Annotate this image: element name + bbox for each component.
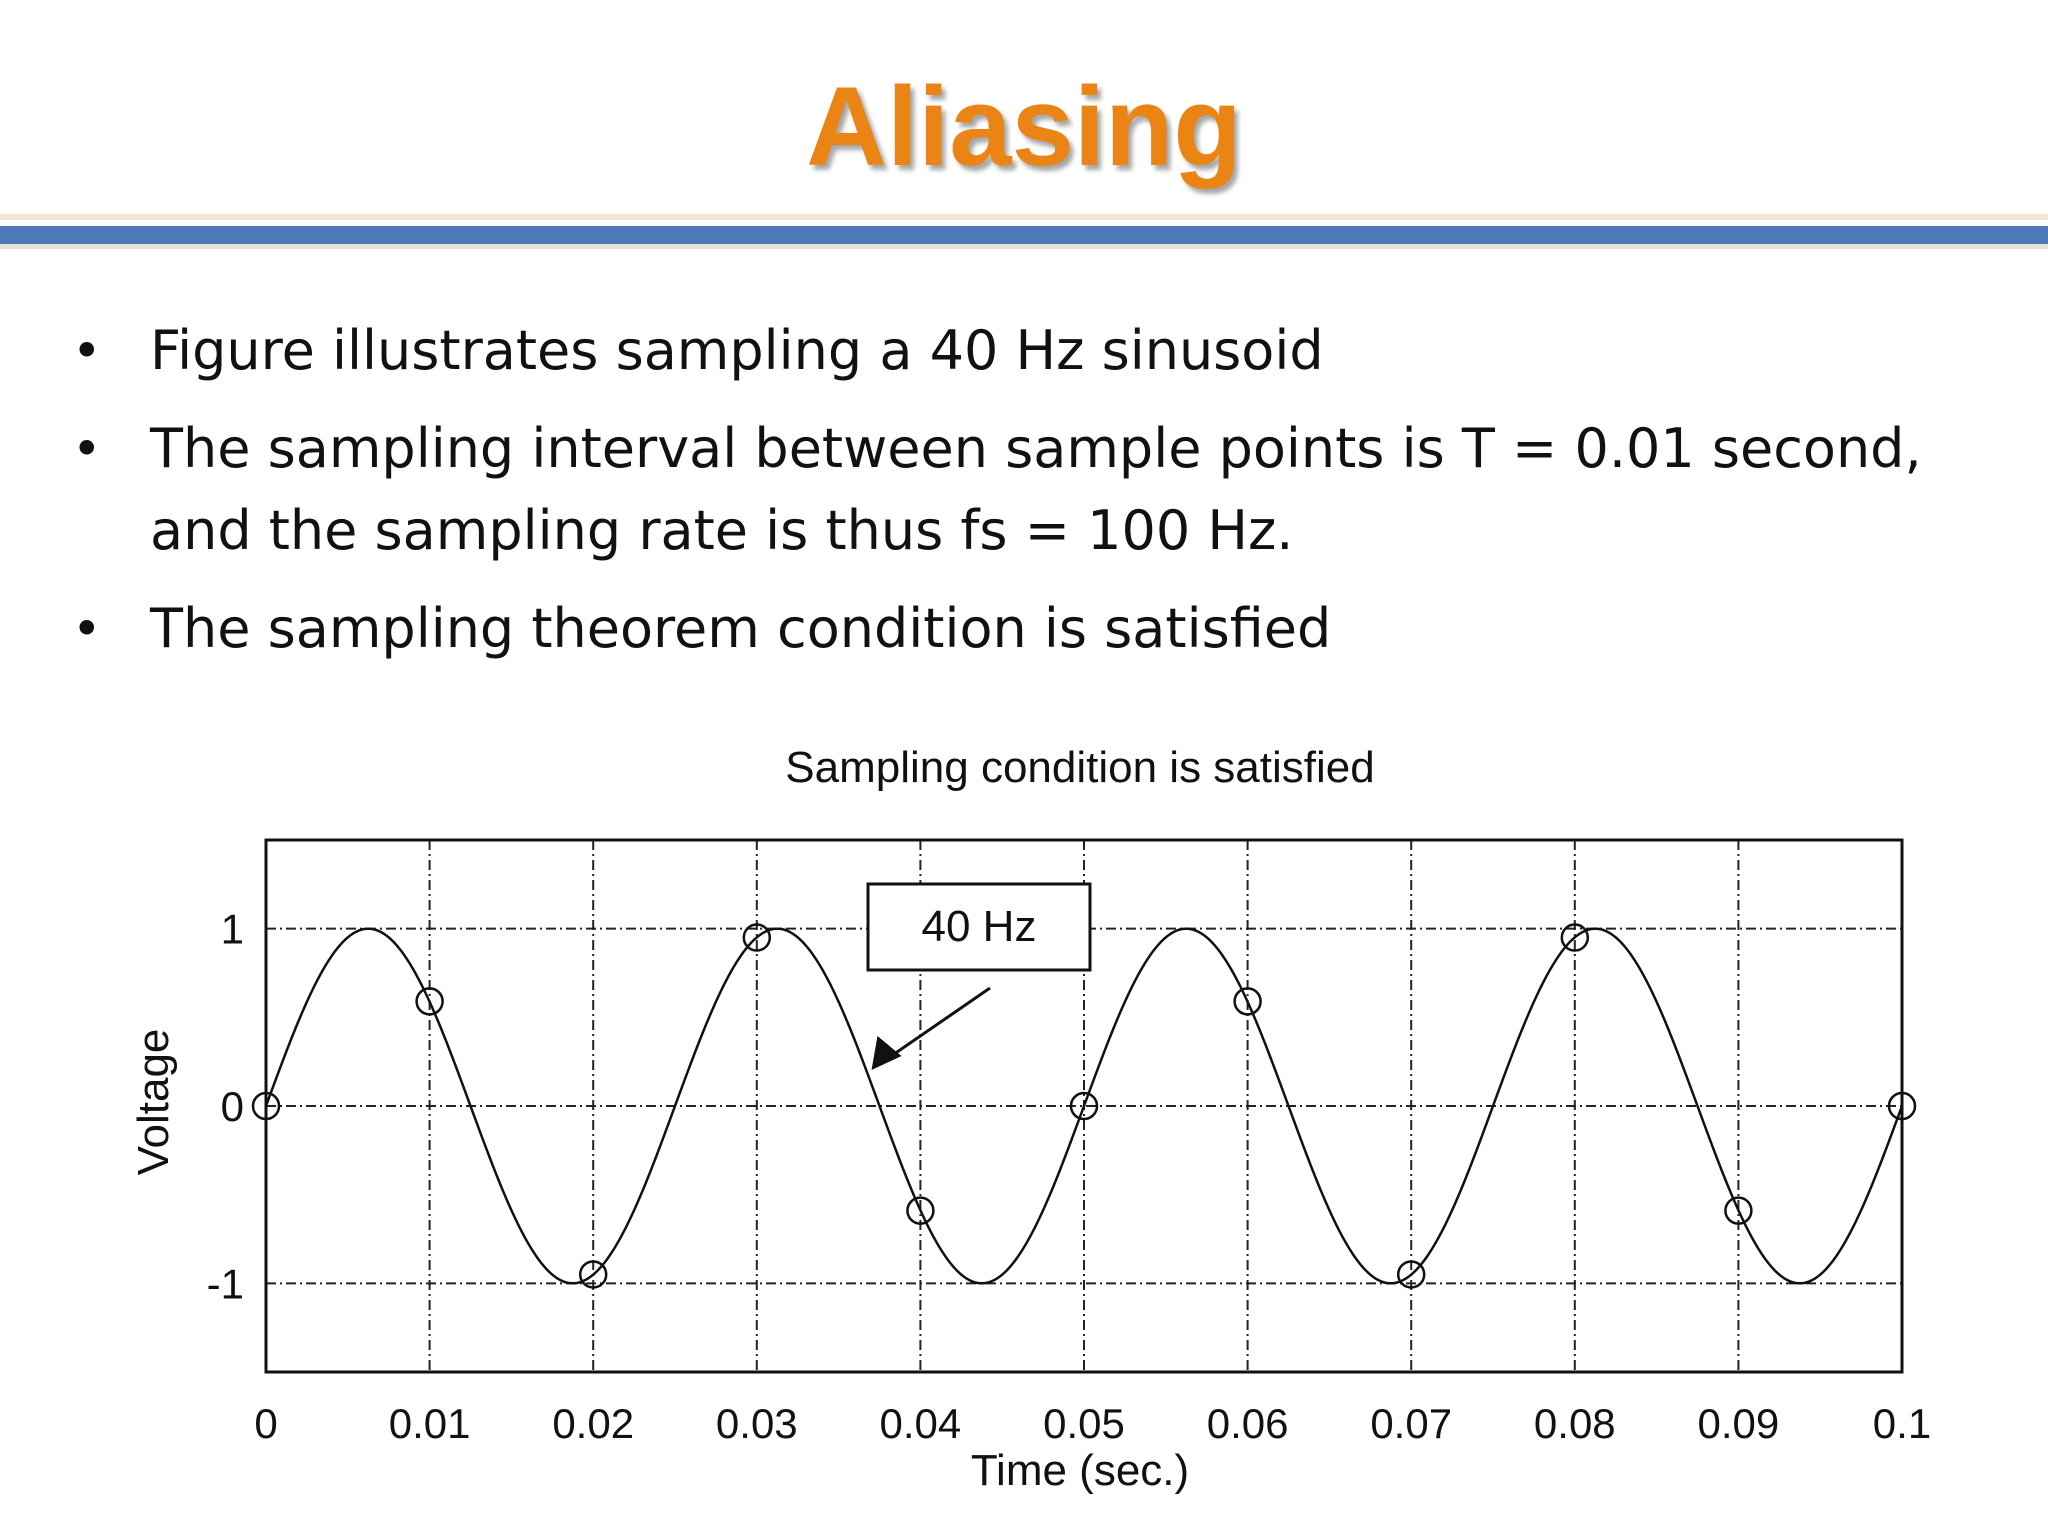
bullet-item: • The sampling interval between sample p… xyxy=(0,408,2048,572)
y-tick-label: 0 xyxy=(221,1083,244,1130)
chart-title: Sampling condition is satisfied xyxy=(785,743,1374,792)
y-tick-label: 1 xyxy=(221,906,244,953)
x-tick-label: 0.06 xyxy=(1207,1400,1289,1447)
sample-point xyxy=(1560,923,1590,952)
title-divider-bottom xyxy=(0,244,2048,249)
sample-point xyxy=(1233,987,1262,1016)
annotation: 40 Hz xyxy=(866,882,1092,1070)
annotation-box xyxy=(866,882,1092,972)
sample-point xyxy=(742,923,772,952)
annotation-label: 40 Hz xyxy=(922,902,1037,951)
series-samples xyxy=(251,923,1917,1289)
x-tick-label: 0.1 xyxy=(1873,1400,1931,1447)
bullet-item: • Figure illustrates sampling a 40 Hz si… xyxy=(0,310,2048,392)
bullet-text: The sampling theorem condition is satisf… xyxy=(150,597,1332,660)
curve-line xyxy=(264,927,1904,1285)
sampling-chart: Sampling condition is satisfied Voltage … xyxy=(129,743,1932,1495)
sample-point xyxy=(578,1260,608,1289)
bullet-item: • The sampling theorem condition is sati… xyxy=(0,588,2048,670)
bullet-list: • Figure illustrates sampling a 40 Hz si… xyxy=(0,310,2048,686)
x-tick-label: 0.03 xyxy=(716,1400,798,1447)
tick-labels: 0 0.01 0.02 0.03 0.04 0.05 0.06 0.07 0.08 0.09 0.1… xyxy=(207,906,1932,1447)
bullet-text: The sampling interval between sample poi… xyxy=(150,417,1922,562)
x-tick-label: 0.04 xyxy=(880,1400,962,1447)
y-axis-label: Voltage xyxy=(129,1029,178,1176)
sample-point xyxy=(415,987,444,1016)
bullet-marker: • xyxy=(72,322,102,380)
sample-point xyxy=(1396,1260,1426,1289)
annotation-arrow-line xyxy=(884,986,991,1062)
sample-point xyxy=(1724,1196,1753,1225)
bullet-marker: • xyxy=(72,600,102,658)
y-tick-label: -1 xyxy=(207,1260,244,1307)
x-tick-label: 0.08 xyxy=(1534,1400,1616,1447)
series-curve xyxy=(264,927,1904,1285)
slide-title: Aliasing xyxy=(806,64,1242,189)
x-tick-label: 0.07 xyxy=(1370,1400,1452,1447)
sample-point xyxy=(1069,1091,1099,1121)
chart-container: Sampling condition is satisfied Voltage … xyxy=(0,740,2048,1536)
x-tick-label: 0.09 xyxy=(1698,1400,1780,1447)
annotation-arrow-head xyxy=(871,1036,902,1070)
title-divider-top xyxy=(0,214,2048,220)
x-tick-label: 0 xyxy=(254,1400,277,1447)
bullet-marker: • xyxy=(72,420,102,478)
sample-point xyxy=(906,1196,935,1225)
plot-frame xyxy=(264,838,1904,1374)
title-divider xyxy=(0,226,2048,244)
x-tick-label: 0.01 xyxy=(389,1400,471,1447)
x-tick-label: 0.02 xyxy=(552,1400,634,1447)
x-axis-label: Time (sec.) xyxy=(971,1446,1189,1495)
x-tick-label: 0.05 xyxy=(1043,1400,1125,1447)
bullet-text: Figure illustrates sampling a 40 Hz sinu… xyxy=(150,319,1324,382)
